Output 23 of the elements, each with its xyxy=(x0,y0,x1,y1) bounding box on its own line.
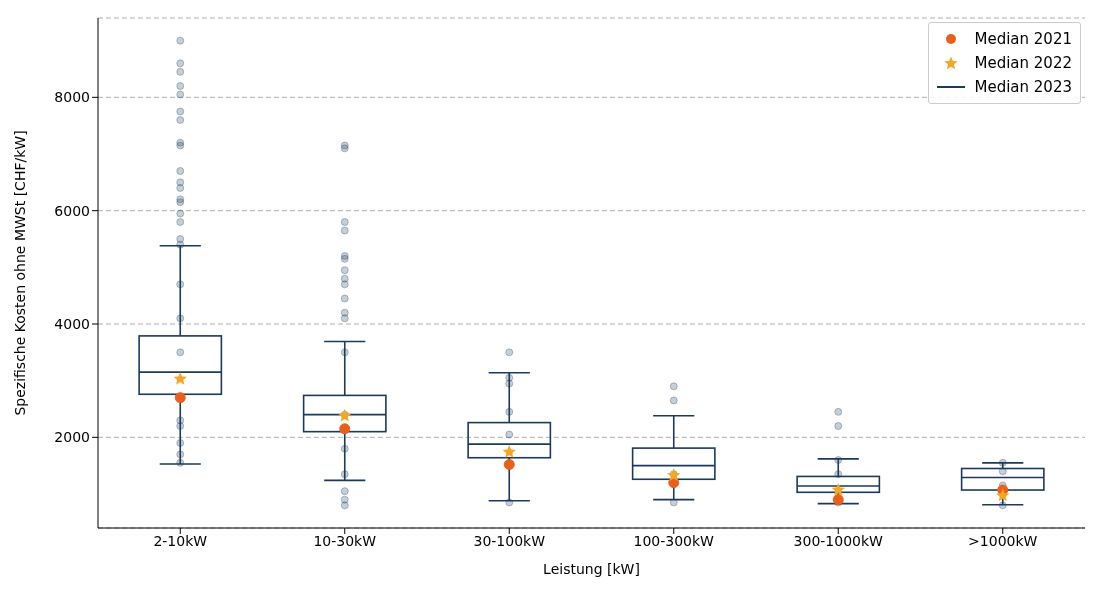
point xyxy=(502,445,516,458)
legend-label: Median 2022 xyxy=(974,53,1072,74)
y-tick-label: 8000 xyxy=(54,89,90,106)
legend-label: Median 2021 xyxy=(974,29,1072,50)
point xyxy=(832,494,844,506)
point xyxy=(173,371,187,385)
x-tick-label: 300-1000kW xyxy=(793,532,884,549)
x-tick-label: 2-10kW xyxy=(153,532,208,549)
x-tick-label: 10-30kW xyxy=(313,532,377,549)
y-axis-title: Spezifische Kosten ohne MWSt [CHF/kW] xyxy=(11,130,28,416)
y-tick-label: 4000 xyxy=(54,315,90,332)
point xyxy=(996,488,1010,502)
x-tick-label: >1000kW xyxy=(968,532,1038,549)
x-tick-label: 100-300kW xyxy=(633,532,715,549)
legend-label: Median 2023 xyxy=(974,77,1072,98)
y-tick-label: 2000 xyxy=(54,429,90,446)
x-tick-label: 30-100kW xyxy=(473,532,546,549)
point xyxy=(503,459,515,471)
y-tick-label: 6000 xyxy=(54,202,90,219)
point xyxy=(174,392,186,404)
point xyxy=(831,483,845,496)
point xyxy=(339,423,351,435)
x-axis-title: Leistung [kW] xyxy=(543,561,640,577)
